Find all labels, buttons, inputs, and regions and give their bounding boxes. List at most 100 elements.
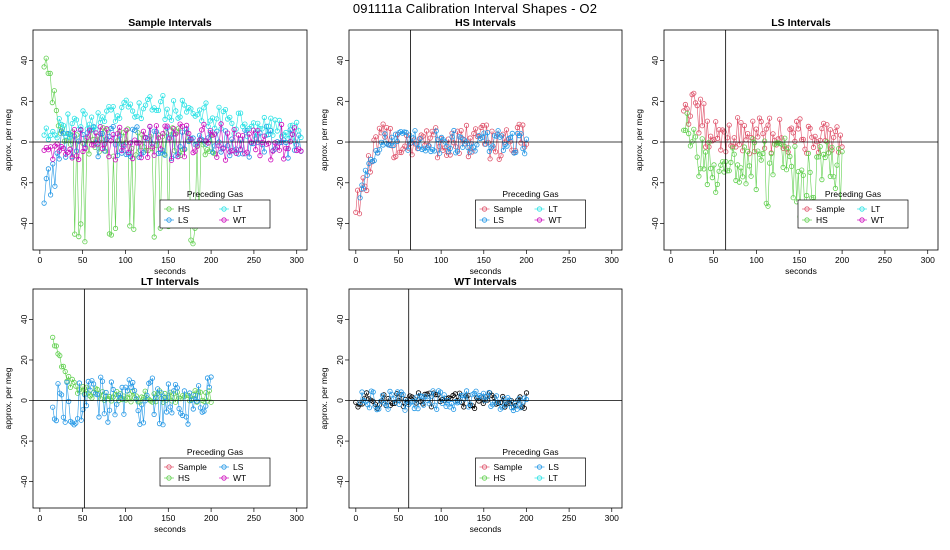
data-point [130,156,136,162]
data-point [147,123,153,130]
data-point [186,130,192,137]
data-point [490,143,496,149]
data-point [253,147,259,153]
legend-label: HS [178,473,190,483]
data-point [807,169,813,175]
data-point [696,130,702,136]
data-point [815,154,822,160]
data-point [244,149,250,155]
data-point [72,231,78,237]
x-tick-label: 50 [78,513,88,523]
data-point [93,126,99,132]
legend-key-point [536,217,543,223]
data-point [47,70,53,77]
data-point [233,126,239,132]
data-point [356,211,363,217]
data-point [380,121,386,127]
data-point [729,145,736,151]
x-tick-label: 0 [353,255,358,265]
legend-title: Preceding Gas [187,189,243,199]
legend-key-point [221,464,227,470]
data-point [382,131,388,137]
data-point [276,147,282,153]
data-point [809,134,815,140]
data-point [503,127,510,133]
data-point [185,421,191,427]
data-point [184,122,190,129]
data-point [474,142,480,148]
data-point [119,384,125,390]
y-tick-label: 0 [19,398,29,403]
data-point [87,387,93,393]
legend-label: LT [549,204,558,214]
data-point [378,130,384,136]
data-point [60,414,67,420]
data-point [235,110,241,116]
data-point [112,157,119,163]
data-point [136,100,142,106]
legend-label: WT [549,215,562,225]
data-point [45,70,51,76]
data-point [138,115,144,122]
y-tick-label: 40 [19,56,29,66]
data-point [420,402,427,408]
data-point [753,126,759,132]
data-point [734,115,741,121]
data-point [71,127,78,133]
data-point [257,153,263,159]
data-point [691,90,697,96]
data-point [711,162,717,168]
data-point [376,147,383,153]
legend-box [159,457,271,487]
legend-label: Sample [178,462,207,472]
data-point [472,148,478,154]
data-point [799,167,805,173]
data-point [190,406,196,412]
data-point [255,120,261,126]
legend-label: LS [549,462,560,472]
legend-key-point [804,206,810,212]
data-point [112,412,118,418]
data-point [354,187,361,193]
data-point [276,117,282,124]
data-point [192,392,198,399]
legend-key-point [166,206,172,212]
plot-frame [348,288,623,509]
data-point [701,166,707,172]
data-point [99,146,106,152]
data-layer [681,90,845,220]
data-point [143,102,149,108]
data-point [242,121,248,127]
data-point [450,406,457,412]
data-point [100,125,106,131]
data-point [188,106,194,112]
data-point [207,128,213,134]
data-layer [50,334,214,428]
series-wt [41,121,304,163]
data-point [56,148,62,154]
y-tick-label: 20 [335,96,345,106]
data-point [523,396,530,403]
data-point [702,144,709,150]
data-point [283,145,289,151]
data-point [682,101,689,108]
x-tick-label: 0 [353,513,358,523]
data-point [151,234,157,240]
y-tick-label: -20 [335,176,345,189]
legend-key-point [859,206,865,212]
data-point [194,112,200,118]
data-point [699,123,705,129]
data-point [521,405,527,411]
x-tick-label: 200 [835,255,849,265]
x-tick-label: 250 [247,255,261,265]
data-point [179,97,185,104]
data-point [199,118,205,124]
data-point [790,130,796,136]
data-point [773,140,780,146]
data-point [281,156,287,162]
x-tick-label: 50 [394,255,404,265]
data-point [473,388,479,394]
data-point [422,393,429,399]
data-point [80,406,86,413]
data-point [839,149,845,155]
